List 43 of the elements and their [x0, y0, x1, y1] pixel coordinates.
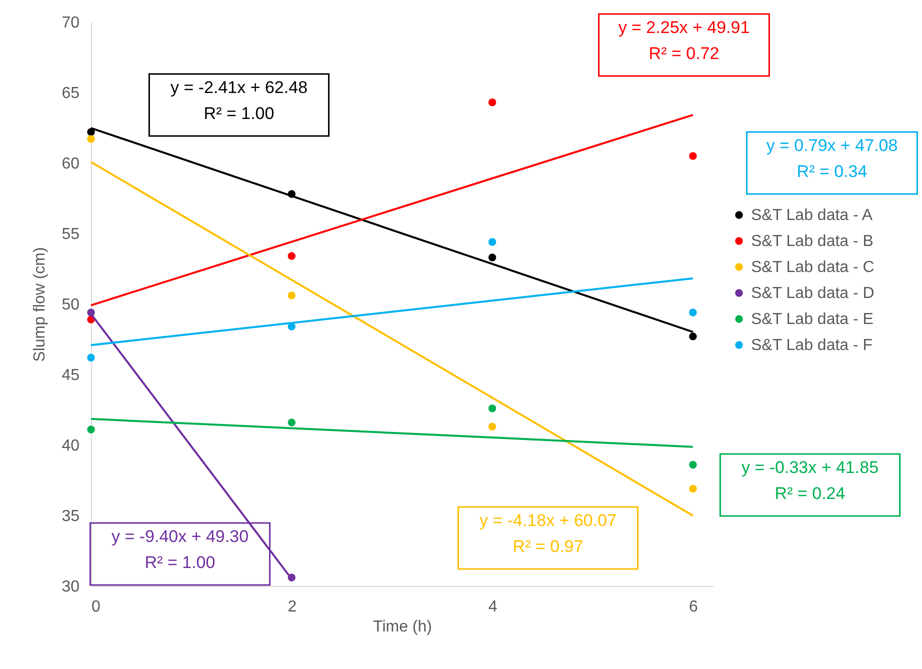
point [488, 422, 496, 431]
legend-label: S&T Lab data - F [751, 337, 873, 354]
point [689, 152, 697, 160]
point [288, 252, 296, 260]
y-tick-label: 50 [62, 296, 80, 314]
point [87, 354, 95, 362]
point [488, 404, 496, 412]
legend-label: S&T Lab data - D [751, 285, 874, 302]
point [689, 332, 697, 340]
annotation: y = -4.18x + 60.07 R² = 0.97 [479, 511, 617, 556]
y-tick-label: 70 [62, 14, 80, 32]
y-axis-title: Slump flow (cm) [32, 247, 49, 362]
point [87, 426, 95, 434]
legend-label: S&T Lab data - C [751, 259, 874, 276]
y-tick-label: 35 [62, 508, 80, 525]
x-tick-label: 0 [92, 598, 100, 616]
legend-label: S&T Lab data - E [751, 311, 874, 328]
x-tick-label: 6 [688, 598, 698, 616]
point [288, 418, 296, 426]
y-tick-label: 65 [62, 85, 80, 102]
annotation: y = 2.25x + 49.91 R² = 0.72 [618, 18, 750, 63]
x-tick-label: 2 [288, 598, 297, 616]
point [689, 460, 697, 469]
y-tick-label: 40 [62, 438, 80, 454]
point [689, 484, 697, 493]
point [488, 254, 496, 262]
point [488, 238, 496, 246]
point [488, 98, 496, 106]
text: y = -0.33x + 41.85 R² = 0.24 [741, 458, 879, 503]
annotation: y = -2.41x + 62.48 R² = 1.00 [170, 78, 308, 123]
text: y = 0.79x + 47.08 R² = 0.34 [766, 136, 898, 181]
y-tick-label: 30 [62, 578, 80, 596]
legend-label: S&T Lab data - A [751, 207, 873, 224]
point [87, 135, 95, 143]
annotation: y = -9.40x + 49.30 R² = 1.00 [111, 527, 249, 572]
x-tick-label: 4 [488, 598, 498, 616]
y-tick-label: 45 [62, 367, 80, 384]
legend-label: S&T Lab data - B [751, 233, 874, 250]
x-axis-title: Time (h) [373, 618, 432, 636]
y-tick-label: 55 [62, 226, 80, 243]
y-tick-label: 60 [62, 156, 80, 172]
point [689, 308, 697, 316]
point [288, 292, 296, 300]
